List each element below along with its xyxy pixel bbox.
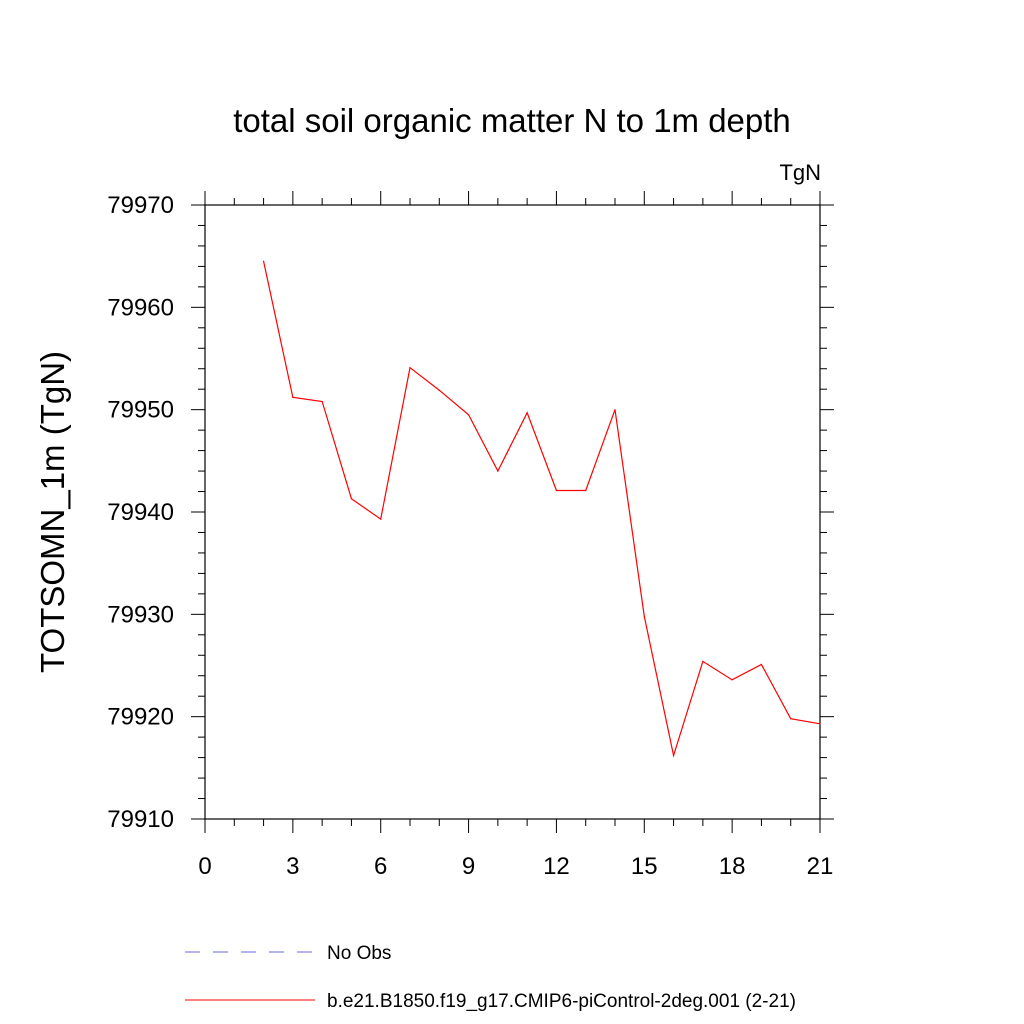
y-axis-label: TOTSOMN_1m (TgN) — [34, 351, 71, 673]
units-label: TgN — [779, 160, 821, 185]
y-tick-label: 79940 — [107, 499, 174, 526]
y-tick-label: 79910 — [107, 806, 174, 833]
data-point — [262, 260, 265, 262]
x-tick-label: 15 — [631, 853, 658, 880]
data-point — [614, 409, 616, 411]
data-point — [585, 489, 587, 492]
data-point — [292, 396, 294, 398]
data-point — [467, 414, 470, 416]
y-tick-label: 79930 — [107, 601, 174, 628]
data-point — [702, 660, 704, 663]
y-tick-label: 79950 — [107, 397, 174, 424]
y-tick-label: 79960 — [107, 294, 174, 321]
data-point — [321, 400, 323, 403]
x-tick-label: 12 — [543, 853, 570, 880]
y-tick-label: 79970 — [107, 192, 174, 219]
data-point — [380, 518, 382, 520]
x-tick-label: 3 — [286, 853, 299, 880]
chart-title: total soil organic matter N to 1m depth — [233, 102, 791, 139]
data-point — [350, 498, 353, 500]
series-line — [262, 261, 821, 758]
data-point — [643, 615, 645, 617]
legend-label: No Obs — [327, 943, 391, 964]
data-point — [760, 663, 763, 666]
data-point — [409, 367, 411, 369]
data-point — [672, 754, 675, 757]
y-tick-label: 79920 — [107, 704, 174, 731]
data-point — [555, 489, 558, 492]
data-point — [497, 470, 499, 472]
data-point — [819, 723, 821, 725]
x-tick-label: 21 — [807, 853, 834, 880]
data-point — [526, 412, 528, 414]
x-tick-label: 6 — [374, 853, 387, 880]
plot-frame — [204, 204, 821, 820]
x-tick-label: 9 — [462, 853, 475, 880]
data-point — [731, 679, 733, 681]
x-tick-label: 18 — [719, 853, 746, 880]
data-point — [790, 718, 792, 720]
data-point — [438, 389, 440, 391]
x-tick-label: 0 — [198, 853, 211, 880]
legend-label: b.e21.B1850.f19_g17.CMIP6-piControl-2deg… — [327, 991, 796, 1012]
